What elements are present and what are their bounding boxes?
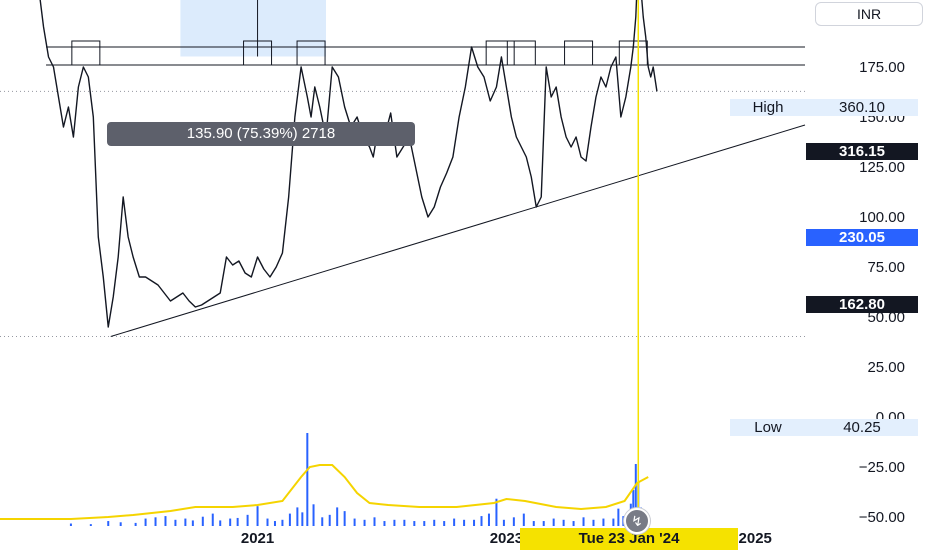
volume-bar bbox=[321, 517, 324, 526]
y-tick-label: 25.00 bbox=[867, 359, 905, 376]
price-series-line bbox=[39, 0, 658, 328]
volume-bar bbox=[495, 498, 498, 526]
volume-bar bbox=[487, 513, 490, 526]
volume-bar bbox=[473, 519, 476, 526]
y-tick-label: −50.00 bbox=[859, 509, 905, 526]
volume-bar bbox=[281, 519, 284, 526]
y-tick-label: 50.00 bbox=[867, 309, 905, 326]
volume-bar bbox=[154, 517, 157, 526]
high-value: 360.10 bbox=[806, 99, 918, 116]
volume-bar bbox=[211, 513, 214, 526]
low-label: Low bbox=[730, 419, 806, 436]
x-tick-label: 2021 bbox=[241, 530, 274, 547]
volume-bar bbox=[383, 521, 386, 526]
volume-bar bbox=[592, 519, 595, 526]
volume-bar bbox=[602, 518, 605, 526]
x-tick-label: 2025 bbox=[739, 530, 772, 547]
volume-bar bbox=[480, 516, 483, 526]
currency-button[interactable]: INR bbox=[815, 2, 923, 26]
volume-bar bbox=[236, 517, 239, 526]
volume-bar bbox=[363, 519, 366, 526]
target-price-tag: 316.15 bbox=[806, 143, 918, 160]
volume-bar bbox=[453, 518, 456, 526]
alert-price-tag: 230.05 bbox=[806, 229, 918, 246]
volume-bar bbox=[612, 518, 615, 526]
volume-bar bbox=[229, 518, 232, 526]
volume-bar bbox=[443, 521, 446, 526]
volume-bar bbox=[433, 519, 436, 526]
last-price-tag: 162.80 bbox=[806, 296, 918, 313]
resistance-touch-box bbox=[564, 40, 594, 66]
resistance-touch-box bbox=[243, 40, 273, 66]
cursor-date-label: Tue 23 Jan '24 bbox=[520, 528, 738, 550]
volume-bar bbox=[69, 523, 72, 526]
lightning-icon[interactable]: ↯ bbox=[624, 508, 650, 534]
measure-label: 135.90 (75.39%) 2718 bbox=[107, 122, 415, 146]
volume-moving-average bbox=[0, 464, 649, 520]
volume-bar bbox=[301, 512, 304, 526]
volume-bar bbox=[144, 518, 147, 526]
volume-bar bbox=[622, 516, 625, 526]
resistance-touch-box bbox=[506, 40, 536, 66]
volume-bar bbox=[266, 518, 269, 526]
volume-bar bbox=[617, 508, 620, 526]
volume-bar bbox=[552, 518, 555, 526]
volume-bar bbox=[201, 516, 204, 526]
volume-bar bbox=[296, 507, 299, 526]
volume-bar bbox=[634, 464, 637, 526]
volume-bar bbox=[256, 506, 259, 526]
volume-bar bbox=[336, 507, 339, 526]
low-value: 40.25 bbox=[806, 419, 918, 436]
volume-bar bbox=[403, 519, 406, 526]
volume-bar bbox=[306, 433, 309, 526]
x-tick-label: 2023 bbox=[490, 530, 523, 547]
volume-bar bbox=[89, 524, 92, 526]
volume-bar bbox=[373, 517, 376, 526]
y-tick-label: 175.00 bbox=[859, 59, 905, 76]
volume-bar bbox=[184, 518, 187, 526]
volume-bar bbox=[393, 519, 396, 526]
volume-bar bbox=[328, 514, 331, 526]
support-trendline bbox=[110, 124, 806, 337]
volume-bar bbox=[312, 504, 315, 526]
volume-bar bbox=[572, 521, 575, 526]
volume-bar bbox=[502, 519, 505, 526]
volume-bar bbox=[423, 521, 426, 526]
volume-bar bbox=[107, 521, 110, 526]
resistance-touch-box bbox=[71, 40, 101, 66]
volume-bar bbox=[288, 513, 291, 526]
volume-bar bbox=[463, 519, 466, 526]
volume-bar bbox=[174, 519, 177, 526]
volume-bar bbox=[522, 513, 525, 526]
volume-bar bbox=[512, 517, 515, 526]
volume-bar bbox=[219, 520, 222, 526]
volume-bar bbox=[164, 516, 167, 526]
volume-bar bbox=[542, 521, 545, 526]
volume-bar bbox=[246, 514, 249, 526]
y-tick-label: −25.00 bbox=[859, 459, 905, 476]
y-tick-label: 75.00 bbox=[867, 259, 905, 276]
volume-bar bbox=[582, 517, 585, 526]
volume-bar bbox=[273, 521, 276, 526]
volume-bar bbox=[134, 522, 137, 526]
volume-bar bbox=[343, 511, 346, 526]
y-tick-label: 125.00 bbox=[859, 159, 905, 176]
volume-bar bbox=[562, 519, 565, 526]
volume-bar bbox=[191, 520, 194, 526]
y-tick-label: 100.00 bbox=[859, 209, 905, 226]
volume-bar bbox=[119, 522, 122, 526]
resistance-touch-box bbox=[296, 40, 326, 66]
volume-bar bbox=[532, 521, 535, 526]
high-label: High bbox=[730, 99, 806, 116]
volume-bar bbox=[353, 518, 356, 526]
volume-bar bbox=[413, 521, 416, 526]
measure-area bbox=[180, 0, 326, 57]
